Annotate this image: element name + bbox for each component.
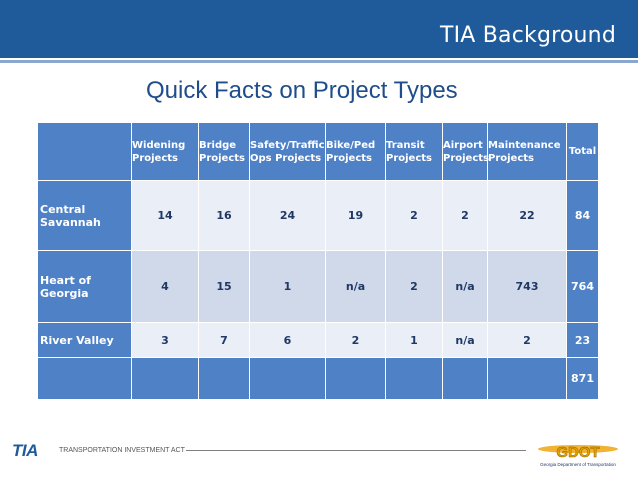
table-row: Heart of Georgia 4 15 1 n/a 2 n/a 743 76… bbox=[37, 250, 599, 323]
table-row: Central Savannah 14 16 24 19 2 2 22 84 bbox=[37, 180, 599, 251]
row-total: 764 bbox=[566, 250, 599, 323]
table-cell: 743 bbox=[487, 250, 567, 323]
grand-total: 871 bbox=[566, 357, 599, 400]
table-cell: 1 bbox=[385, 322, 443, 358]
col-header-line: Maintenance bbox=[488, 139, 561, 151]
header-divider bbox=[0, 60, 638, 63]
table-cell: 15 bbox=[198, 250, 250, 323]
col-header-total: Total bbox=[566, 122, 599, 181]
table-cell: 14 bbox=[131, 180, 199, 251]
empty-cell bbox=[487, 357, 567, 400]
gdot-tagline: Georgia Department of Transportation bbox=[540, 462, 616, 467]
col-header-line: Total bbox=[568, 146, 597, 157]
empty-cell bbox=[37, 357, 132, 400]
page-title: Quick Facts on Project Types bbox=[146, 77, 458, 104]
gdot-swoosh-icon bbox=[538, 445, 618, 453]
col-header-transit: Transit Projects bbox=[385, 122, 443, 181]
row-total: 84 bbox=[566, 180, 599, 251]
empty-cell bbox=[131, 357, 199, 400]
table-header-row: Widening Projects Bridge Projects Safety… bbox=[37, 122, 599, 181]
header-corner bbox=[37, 122, 132, 181]
tia-tagline: TRANSPORTATION INVESTMENT ACT bbox=[59, 447, 185, 454]
col-header-line: Projects bbox=[199, 152, 246, 164]
table-cell: 22 bbox=[487, 180, 567, 251]
table-cell: 3 bbox=[131, 322, 199, 358]
col-header-safety: Safety/Traffic Ops Projects bbox=[249, 122, 326, 181]
col-header-line: Ops Projects bbox=[250, 152, 322, 164]
table-cell: 7 bbox=[198, 322, 250, 358]
col-header-airport: Airport Projects bbox=[442, 122, 490, 181]
row-total: 23 bbox=[566, 322, 599, 358]
tia-logo: TIA bbox=[12, 441, 38, 461]
table-cell: 2 bbox=[487, 322, 567, 358]
table-cell: 2 bbox=[442, 180, 488, 251]
col-header-line: Projects bbox=[132, 152, 179, 164]
col-header-line: Projects bbox=[488, 152, 535, 164]
col-header-bikeped: Bike/Ped Projects bbox=[325, 122, 386, 181]
col-header-line: Bike/Ped bbox=[326, 139, 376, 151]
col-header-maintenance: Maintenance Projects bbox=[487, 122, 567, 181]
table-cell: 1 bbox=[249, 250, 326, 323]
col-header-line: Bridge bbox=[199, 139, 237, 151]
empty-cell bbox=[442, 357, 488, 400]
table-cell: 24 bbox=[249, 180, 326, 251]
table-row: River Valley 3 7 6 2 1 n/a 2 23 bbox=[37, 322, 599, 358]
table-cell: n/a bbox=[442, 250, 488, 323]
col-header-line: Projects bbox=[443, 152, 490, 164]
gdot-logo: GDOT Georgia Department of Transportatio… bbox=[538, 444, 618, 467]
grand-total-row: 871 bbox=[37, 357, 599, 400]
table-cell: n/a bbox=[325, 250, 386, 323]
project-types-table: Widening Projects Bridge Projects Safety… bbox=[37, 122, 599, 400]
table-cell: 19 bbox=[325, 180, 386, 251]
col-header-line: Widening bbox=[132, 139, 186, 151]
gdot-logo-text: GDOT bbox=[556, 444, 599, 461]
empty-cell bbox=[198, 357, 250, 400]
slide-title: TIA Background bbox=[439, 23, 616, 48]
col-header-line: Safety/Traffic bbox=[250, 139, 325, 151]
table-cell: 2 bbox=[325, 322, 386, 358]
col-header-line: Projects bbox=[326, 152, 373, 164]
row-name-heart-of-georgia: Heart of Georgia bbox=[37, 250, 132, 323]
col-header-widening: Widening Projects bbox=[131, 122, 199, 181]
tia-logo-text: TIA bbox=[12, 441, 38, 460]
empty-cell bbox=[249, 357, 326, 400]
col-header-line: Airport bbox=[443, 139, 483, 151]
table-cell: 16 bbox=[198, 180, 250, 251]
table-cell: 2 bbox=[385, 250, 443, 323]
row-name-river-valley: River Valley bbox=[37, 322, 132, 358]
footer-divider bbox=[186, 450, 526, 451]
row-name-central-savannah: Central Savannah bbox=[37, 180, 132, 251]
table-cell: 6 bbox=[249, 322, 326, 358]
col-header-line: Projects bbox=[386, 152, 433, 164]
table-cell: 2 bbox=[385, 180, 443, 251]
table-cell: 4 bbox=[131, 250, 199, 323]
header-bar bbox=[0, 0, 638, 58]
col-header-line: Transit bbox=[386, 139, 425, 151]
empty-cell bbox=[325, 357, 386, 400]
col-header-bridge: Bridge Projects bbox=[198, 122, 250, 181]
empty-cell bbox=[385, 357, 443, 400]
table-cell: n/a bbox=[442, 322, 488, 358]
